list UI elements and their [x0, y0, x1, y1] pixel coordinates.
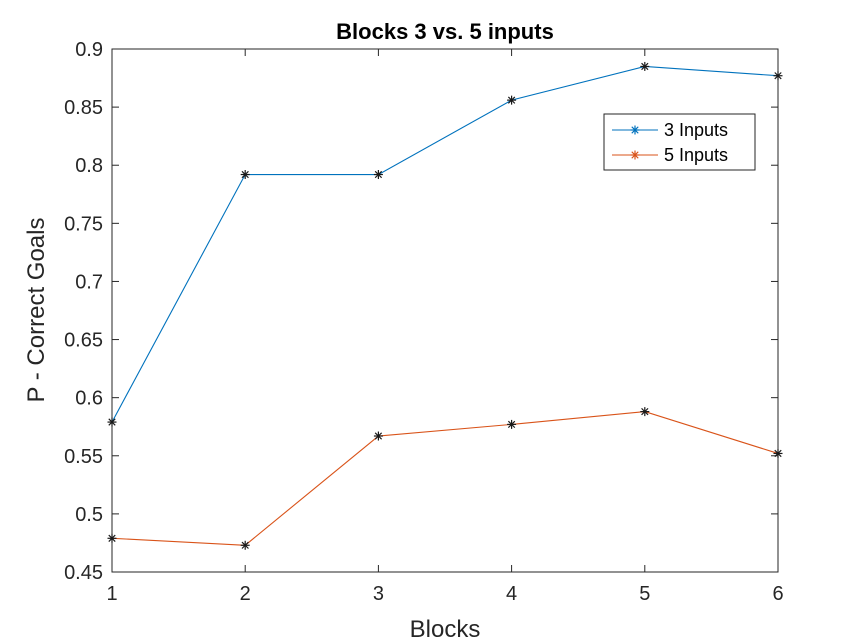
y-tick-label: 0.7 [75, 271, 103, 293]
y-tick-label: 0.85 [64, 97, 103, 119]
x-tick-label: 6 [772, 583, 783, 605]
data-point-series-1 [773, 71, 783, 81]
data-point-series-1 [107, 417, 117, 427]
legend-box [603, 113, 756, 171]
x-tick-label: 3 [373, 583, 384, 605]
data-point-series-1 [240, 170, 250, 180]
x-tick-label: 4 [506, 583, 517, 605]
y-tick-label: 0.6 [75, 388, 103, 410]
y-tick-label: 0.9 [75, 39, 103, 61]
legend-marker-2 [630, 150, 640, 160]
x-tick-label: 2 [240, 583, 251, 605]
x-tick-label: 5 [639, 583, 650, 605]
data-point-series-2 [507, 419, 517, 429]
data-point-series-2 [107, 533, 117, 543]
y-tick-label: 0.8 [75, 155, 103, 177]
y-tick-label: 0.65 [64, 330, 103, 352]
data-point-series-1 [640, 61, 650, 71]
data-point-series-1 [507, 95, 517, 105]
y-axis-label: P - Correct Goals [23, 218, 50, 403]
x-tick-label: 1 [106, 583, 117, 605]
series-line-1 [111, 65, 779, 423]
data-point-series-2 [240, 540, 250, 550]
legend-label-2: 5 Inputs [664, 145, 728, 165]
x-axis-label: Blocks [410, 616, 481, 643]
y-tick-label: 0.55 [64, 446, 103, 468]
y-tick-label: 0.75 [64, 213, 103, 235]
y-tick-label: 0.5 [75, 504, 103, 526]
y-tick-label: 0.45 [64, 562, 103, 584]
legend-label-1: 3 Inputs [664, 120, 728, 140]
data-point-series-1 [373, 170, 383, 180]
series-line-2 [111, 411, 779, 546]
data-point-series-2 [640, 407, 650, 417]
legend: 3 Inputs 5 Inputs [603, 113, 756, 171]
data-point-series-2 [373, 431, 383, 441]
legend-marker-1 [630, 125, 640, 135]
chart-title: Blocks 3 vs. 5 inputs [336, 19, 554, 44]
data-point-series-2 [773, 448, 783, 458]
